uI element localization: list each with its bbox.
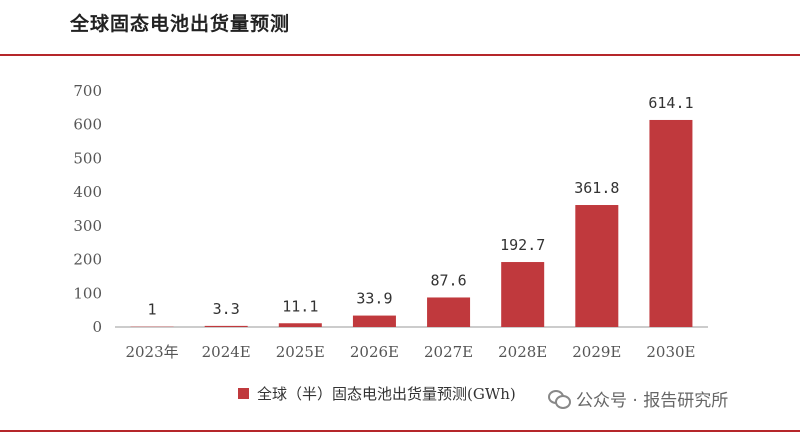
x-tick-label: 2024E — [202, 343, 251, 361]
y-tick-label: 200 — [73, 251, 102, 269]
y-tick-label: 0 — [92, 318, 102, 336]
data-label: 614.1 — [648, 94, 693, 112]
bar — [278, 323, 322, 327]
bar — [501, 262, 545, 327]
bottom-divider — [0, 430, 800, 432]
bar — [427, 297, 471, 327]
data-label: 192.7 — [500, 236, 545, 254]
data-label: 1 — [148, 301, 157, 319]
watermark-text: 公众号 · 报告研究所 — [576, 391, 729, 411]
data-label: 87.6 — [431, 271, 467, 289]
data-label: 361.8 — [574, 179, 619, 197]
bar — [352, 315, 396, 327]
bar — [649, 119, 693, 327]
x-tick-label: 2026E — [350, 343, 399, 361]
data-label: 33.9 — [356, 290, 392, 308]
y-tick-label: 100 — [73, 284, 102, 302]
legend-label: 全球（半）固态电池出货量预测(GWh) — [257, 385, 516, 403]
y-tick-label: 500 — [73, 149, 102, 167]
bar — [575, 205, 619, 327]
x-tick-label: 2030E — [646, 343, 695, 361]
data-label: 11.1 — [282, 297, 318, 315]
x-tick-label: 2029E — [572, 343, 621, 361]
chart-title: 全球固态电池出货量预测 — [70, 13, 291, 35]
y-tick-label: 400 — [73, 183, 102, 201]
y-tick-label: 700 — [73, 82, 102, 100]
wechat-icon — [548, 389, 571, 409]
top-divider — [0, 54, 800, 56]
legend-swatch — [238, 388, 249, 399]
x-tick-label: 2027E — [424, 343, 473, 361]
bar — [204, 325, 248, 327]
x-tick-label: 2023年 — [125, 343, 178, 361]
watermark: 公众号 · 报告研究所 — [548, 386, 728, 411]
y-tick-label: 300 — [73, 217, 102, 235]
y-tick-label: 600 — [73, 116, 102, 134]
x-tick-label: 2025E — [276, 343, 325, 361]
legend: 全球（半）固态电池出货量预测(GWh) — [238, 383, 516, 404]
data-label: 3.3 — [213, 300, 240, 318]
x-tick-label: 2028E — [498, 343, 547, 361]
